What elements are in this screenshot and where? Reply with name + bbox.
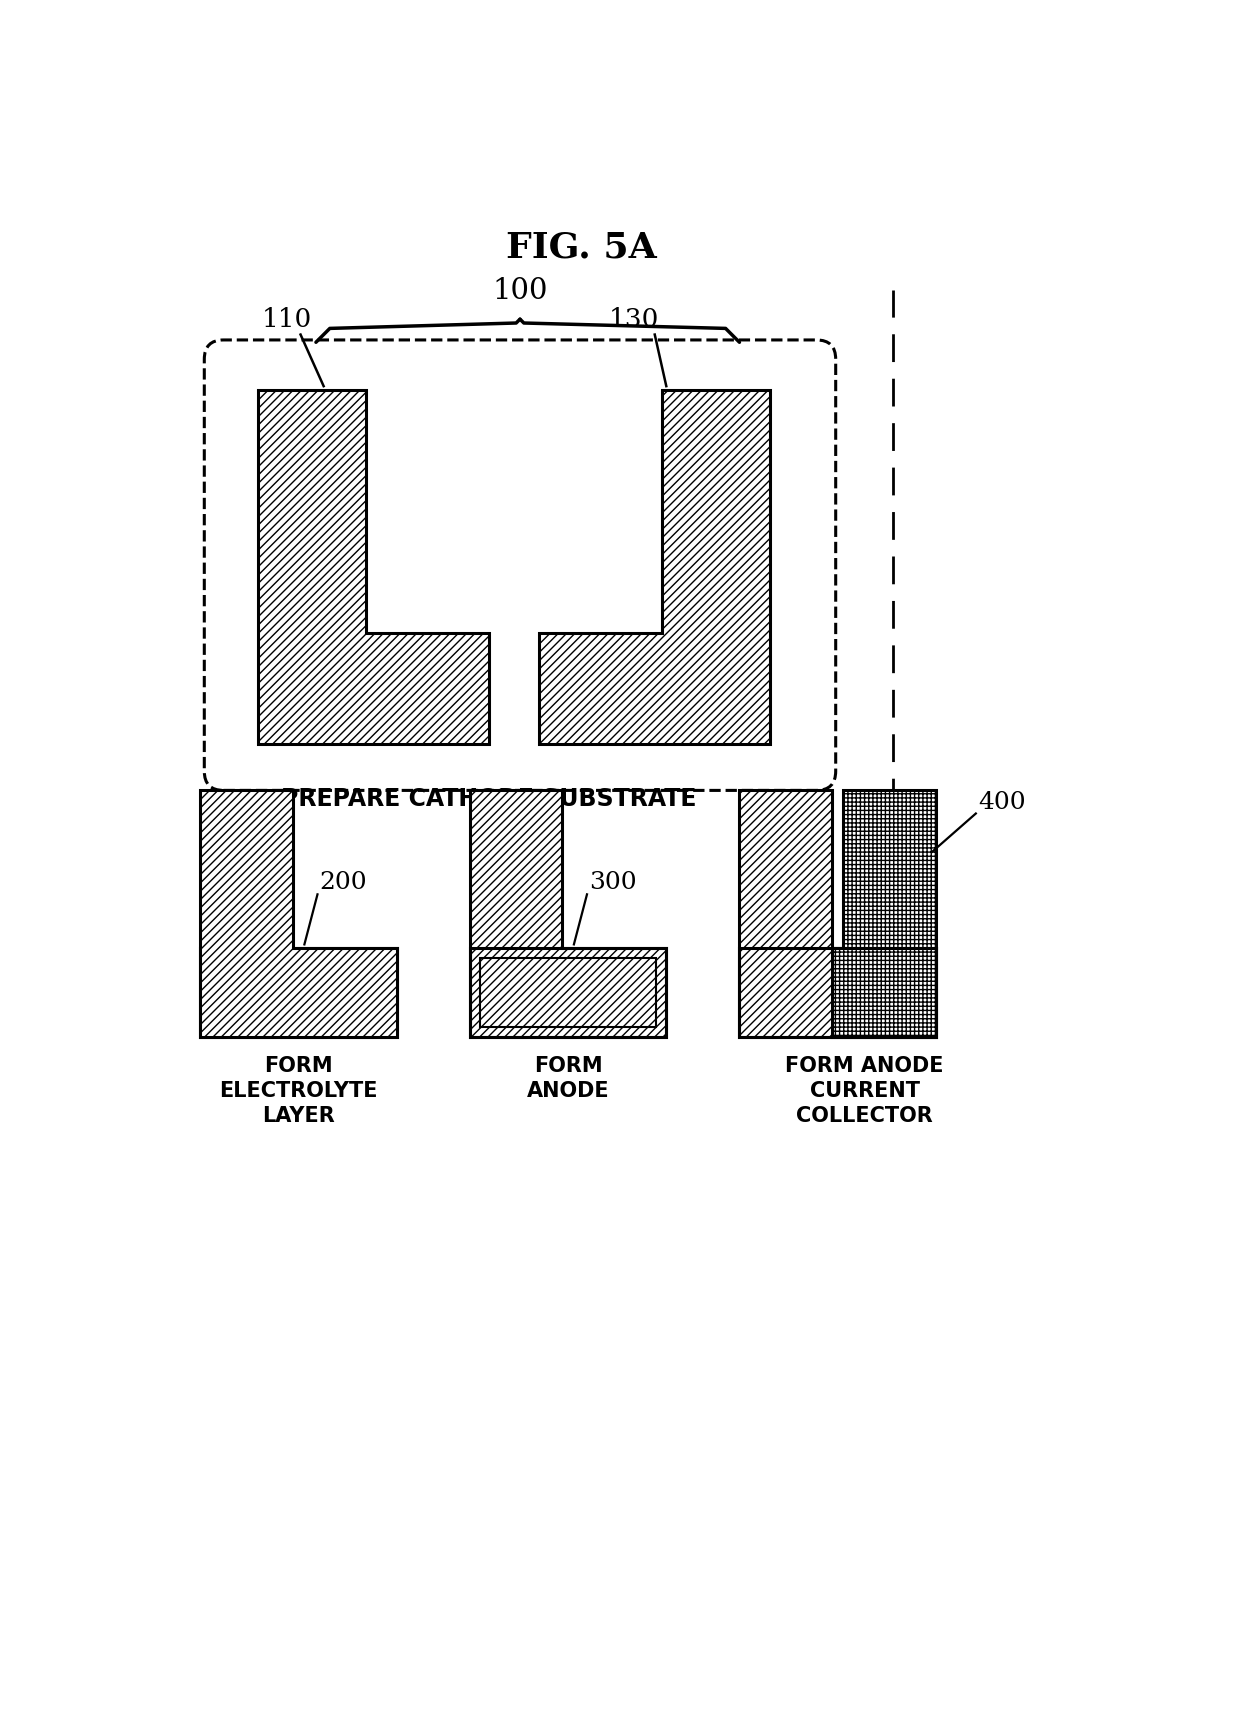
Text: 200: 200 <box>320 872 367 894</box>
Text: FORM ANODE
CURRENT
COLLECTOR: FORM ANODE CURRENT COLLECTOR <box>785 1057 944 1125</box>
Text: 130: 130 <box>609 308 658 332</box>
Text: 400: 400 <box>978 790 1025 814</box>
Polygon shape <box>739 790 936 1036</box>
Bar <box>201 949 397 1036</box>
Polygon shape <box>258 390 490 744</box>
Polygon shape <box>201 790 397 1036</box>
Bar <box>843 790 936 949</box>
Text: 300: 300 <box>589 872 637 894</box>
Text: FORM
ANODE: FORM ANODE <box>527 1057 609 1101</box>
Bar <box>470 949 666 1036</box>
Text: PREPARE CATHODE SUBSTRATE: PREPARE CATHODE SUBSTRATE <box>281 787 697 811</box>
Polygon shape <box>539 390 770 744</box>
Text: FIG. 5A: FIG. 5A <box>506 231 657 265</box>
Text: 110: 110 <box>262 308 312 332</box>
Text: 100: 100 <box>492 277 548 306</box>
Bar <box>739 949 936 1036</box>
FancyBboxPatch shape <box>205 340 836 790</box>
Bar <box>832 949 936 1036</box>
Polygon shape <box>470 790 666 1036</box>
Bar <box>480 958 656 1026</box>
Text: FORM
ELECTROLYTE
LAYER: FORM ELECTROLYTE LAYER <box>219 1057 378 1125</box>
